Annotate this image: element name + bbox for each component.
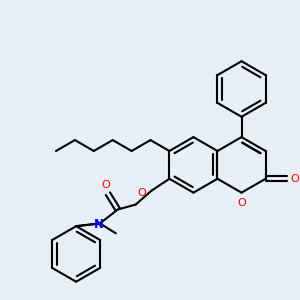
Text: O: O [101, 180, 110, 190]
Text: N: N [94, 218, 104, 231]
Text: O: O [290, 174, 299, 184]
Text: O: O [237, 198, 246, 208]
Text: O: O [138, 188, 147, 198]
